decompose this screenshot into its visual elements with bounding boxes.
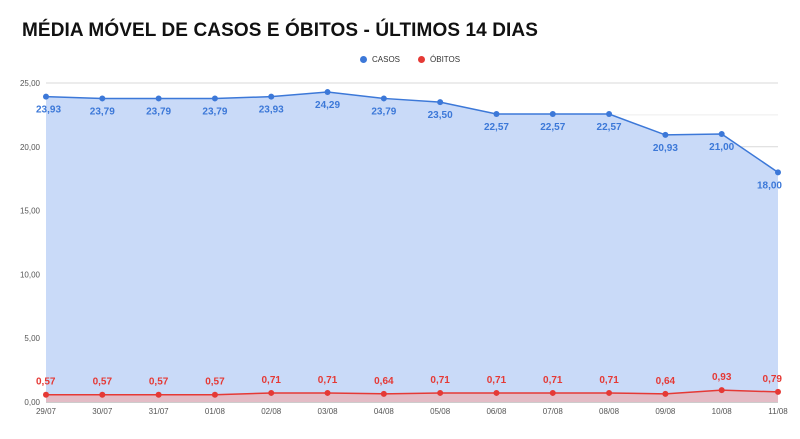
data-label: 0,64 — [656, 376, 676, 387]
x-tick-label: 05/08 — [430, 407, 451, 416]
data-point — [43, 391, 49, 398]
data-point — [99, 95, 106, 102]
x-tick-label: 08/08 — [599, 407, 620, 416]
data-label: 0,57 — [93, 377, 113, 388]
data-label: 0,57 — [149, 377, 169, 388]
data-label: 0,64 — [374, 376, 394, 387]
data-point — [549, 389, 556, 396]
x-tick-label: 09/08 — [655, 407, 676, 416]
data-point — [380, 390, 387, 397]
x-tick-label: 31/07 — [149, 407, 170, 416]
data-point — [718, 387, 725, 394]
series-area-casos — [46, 92, 778, 402]
x-tick-label: 02/08 — [261, 407, 282, 416]
data-label: 23,93 — [36, 105, 61, 116]
x-tick-label: 30/07 — [92, 407, 113, 416]
legend-swatch-obitos — [418, 56, 426, 63]
data-point — [380, 95, 387, 102]
x-tick-label: 04/08 — [374, 407, 395, 416]
data-point — [549, 111, 556, 118]
data-label: 18,00 — [757, 180, 782, 191]
data-label: 0,57 — [205, 377, 225, 388]
series-line-óbitos — [46, 389, 779, 396]
legend-item-obitos: ÓBITOS — [418, 55, 460, 64]
data-label: 23,93 — [259, 105, 284, 116]
data-point — [775, 388, 781, 395]
data-point — [211, 391, 218, 398]
x-tick-label: 29/07 — [36, 407, 57, 416]
data-point — [437, 389, 444, 396]
data-label: 20,93 — [653, 143, 678, 154]
data-label: 0,93 — [712, 372, 732, 383]
data-label: 0,71 — [430, 375, 450, 386]
legend-label-obitos: ÓBITOS — [430, 55, 461, 64]
data-point — [155, 391, 162, 398]
data-label: 0,71 — [318, 375, 338, 386]
y-tick-label: 15,00 — [20, 207, 41, 216]
legend-swatch-casos — [360, 56, 367, 63]
data-point — [662, 131, 669, 138]
data-point — [718, 131, 725, 138]
x-tick-label: 01/08 — [205, 407, 226, 416]
data-label: 0,57 — [36, 377, 56, 388]
data-point — [43, 93, 49, 100]
data-label: 0,71 — [543, 375, 563, 386]
data-label: 23,79 — [90, 106, 115, 117]
series-line-casos — [45, 91, 779, 173]
y-tick-label: 0,00 — [24, 398, 40, 407]
legend: CASOS ÓBITOS — [360, 55, 460, 64]
data-label: 21,00 — [709, 142, 734, 153]
y-tick-label: 25,00 — [20, 79, 41, 88]
data-point — [268, 93, 275, 100]
data-point — [662, 390, 669, 397]
data-point — [606, 389, 613, 396]
data-point — [493, 389, 500, 396]
data-label: 0,71 — [487, 375, 507, 386]
data-label: 0,71 — [261, 375, 281, 386]
chart-title: MÉDIA MÓVEL DE CASOS E ÓBITOS - ÚLTIMOS … — [22, 20, 539, 41]
data-label: 0,79 — [763, 374, 783, 385]
x-tick-label: 03/08 — [318, 407, 339, 416]
x-tick-label: 11/08 — [768, 407, 788, 416]
data-label: 22,57 — [540, 122, 565, 133]
data-label: 23,50 — [428, 110, 453, 121]
data-label: 22,57 — [484, 122, 509, 133]
data-point — [211, 95, 218, 102]
y-tick-label: 20,00 — [20, 143, 41, 152]
data-point — [493, 111, 500, 118]
data-point — [324, 389, 331, 396]
legend-label-casos: CASOS — [372, 55, 401, 64]
data-label: 23,79 — [202, 106, 227, 117]
data-point — [324, 89, 331, 96]
data-point — [268, 389, 275, 396]
data-point — [99, 391, 106, 398]
data-label: 23,79 — [371, 106, 396, 117]
data-point — [606, 111, 613, 118]
x-tick-label: 10/08 — [712, 407, 733, 416]
y-tick-label: 5,00 — [24, 334, 40, 343]
x-tick-label: 06/08 — [486, 407, 507, 416]
data-label: 22,57 — [597, 122, 622, 133]
x-tick-label: 07/08 — [543, 407, 564, 416]
data-point — [155, 95, 162, 102]
legend-item-casos: CASOS — [360, 55, 400, 64]
data-point — [775, 169, 781, 176]
data-label: 24,29 — [315, 100, 340, 111]
data-label: 23,79 — [146, 106, 171, 117]
data-point — [437, 99, 444, 106]
y-tick-label: 10,00 — [20, 270, 41, 279]
data-label: 0,71 — [599, 375, 619, 386]
